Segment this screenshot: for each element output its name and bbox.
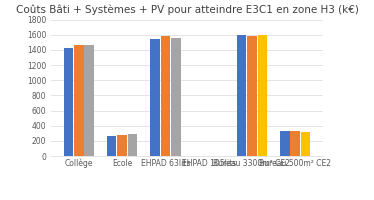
Bar <box>74 45 83 156</box>
Bar <box>280 131 289 156</box>
Bar <box>291 131 300 156</box>
Bar <box>117 135 127 156</box>
Bar <box>247 36 257 156</box>
Bar <box>237 35 246 156</box>
Bar <box>171 38 181 156</box>
Bar <box>160 36 170 156</box>
Bar <box>107 136 116 156</box>
Bar <box>85 45 94 156</box>
Bar <box>150 39 160 156</box>
Bar <box>64 48 73 156</box>
Bar <box>301 132 310 156</box>
Bar <box>128 134 137 156</box>
Bar <box>258 35 267 156</box>
Title: Coûts Bâti + Systèmes + PV pour atteindre E3C1 en zone H3 (k€): Coûts Bâti + Systèmes + PV pour atteindr… <box>16 4 358 15</box>
